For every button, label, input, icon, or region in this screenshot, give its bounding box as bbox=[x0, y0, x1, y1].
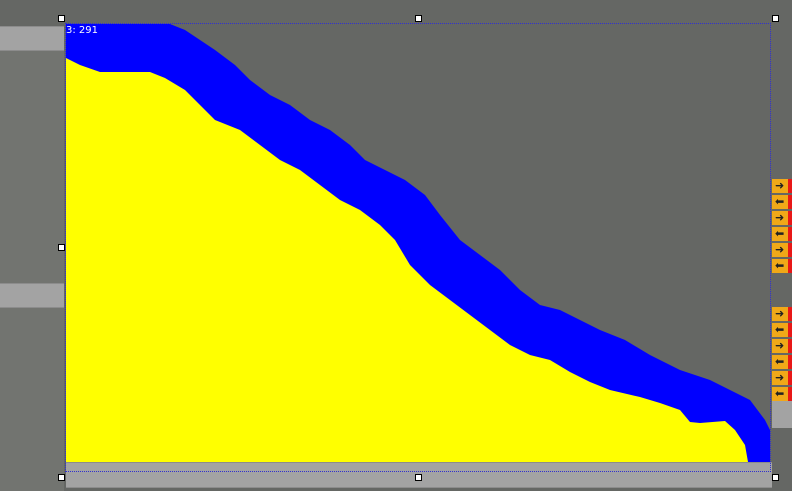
arrow-left-button[interactable]: ⬅ bbox=[772, 195, 792, 209]
yellow-region bbox=[66, 58, 748, 462]
arrow-left-icon: ⬅ bbox=[775, 355, 785, 368]
stacked-shape-canvas[interactable] bbox=[66, 24, 771, 462]
arrow-left-icon: ⬅ bbox=[775, 195, 785, 208]
left-panel bbox=[0, 50, 64, 491]
arrow-right-button[interactable]: ➜ bbox=[772, 211, 792, 225]
arrow-left-icon: ⬅ bbox=[775, 323, 785, 336]
arrow-left-icon: ⬅ bbox=[775, 259, 785, 272]
arrow-right-button[interactable]: ➜ bbox=[772, 243, 792, 257]
arrow-right-icon: ➜ bbox=[775, 211, 785, 224]
arrow-right-icon: ➜ bbox=[775, 243, 785, 256]
resize-handle-ne[interactable] bbox=[772, 15, 779, 22]
left-strip-top bbox=[0, 26, 64, 51]
arrow-left-button[interactable]: ⬅ bbox=[772, 387, 792, 401]
arrow-left-button[interactable]: ⬅ bbox=[772, 259, 792, 273]
resize-handle-sw[interactable] bbox=[58, 474, 65, 481]
arrow-right-icon: ➜ bbox=[775, 307, 785, 320]
arrow-right-icon: ➜ bbox=[775, 179, 785, 192]
arrow-right-icon: ➜ bbox=[775, 371, 785, 384]
resize-handle-se[interactable] bbox=[772, 474, 779, 481]
arrow-left-icon: ⬅ bbox=[775, 387, 785, 400]
arrow-right-button[interactable]: ➜ bbox=[772, 179, 792, 193]
resize-handle-w[interactable] bbox=[58, 244, 65, 251]
resize-handle-n[interactable] bbox=[415, 15, 422, 22]
selection-frame[interactable] bbox=[65, 23, 771, 472]
left-strip-middle bbox=[0, 283, 64, 308]
arrow-left-button[interactable]: ⬅ bbox=[772, 355, 792, 369]
resize-handle-nw[interactable] bbox=[58, 15, 65, 22]
arrow-right-button[interactable]: ➜ bbox=[772, 339, 792, 353]
arrow-right-button[interactable]: ➜ bbox=[772, 307, 792, 321]
arrow-left-button[interactable]: ⬅ bbox=[772, 323, 792, 337]
right-strip bbox=[772, 400, 792, 428]
resize-handle-s[interactable] bbox=[415, 474, 422, 481]
arrow-left-icon: ⬅ bbox=[775, 227, 785, 240]
selection-label: 3: 291 bbox=[66, 25, 98, 36]
arrow-right-button[interactable]: ➜ bbox=[772, 371, 792, 385]
arrow-left-button[interactable]: ⬅ bbox=[772, 227, 792, 241]
arrow-right-icon: ➜ bbox=[775, 339, 785, 352]
